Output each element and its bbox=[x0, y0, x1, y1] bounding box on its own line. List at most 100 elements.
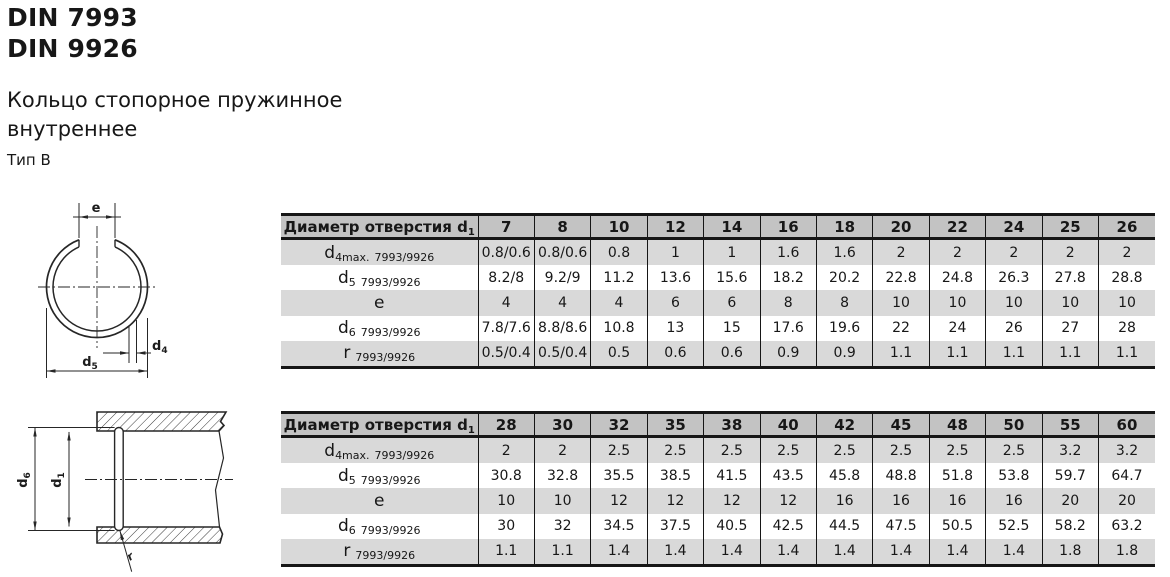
value-cell: 27 bbox=[1041, 315, 1099, 341]
diameter-column-header: 22 bbox=[928, 213, 986, 240]
value-cell: 2.5 bbox=[590, 436, 648, 464]
value-cell: 12 bbox=[759, 488, 817, 514]
value-cell: 48.8 bbox=[872, 463, 930, 489]
arrowhead bbox=[67, 431, 71, 441]
spec-table-upper: Диаметр отверстия d1 7 8 10 12 14 16 18 20 22 24 25… bbox=[281, 213, 1155, 369]
value-cell: 63.2 bbox=[1097, 513, 1155, 539]
diameter-column-header: 35 bbox=[646, 411, 704, 438]
value-cell: 30.8 bbox=[477, 463, 535, 489]
value-cell: 8.8/8.6 bbox=[533, 315, 591, 341]
diameter-column-header: 40 bbox=[759, 411, 817, 438]
value-cell: 45.8 bbox=[815, 463, 873, 489]
value-cell: 1.6 bbox=[815, 238, 873, 266]
value-cell: 58.2 bbox=[1041, 513, 1099, 539]
diameter-column-header: 7 bbox=[477, 213, 535, 240]
ring-groove-section bbox=[113, 426, 124, 532]
table-row: r 7993/9926 0.5/0.4 0.5/0.4 0.5 0.6 0.6 0.9 0.9 1… bbox=[281, 340, 1155, 369]
value-cell: 0.6 bbox=[646, 340, 704, 369]
arrowhead bbox=[106, 215, 115, 219]
diameter-column-header: 12 bbox=[646, 213, 704, 240]
value-cell: 28.8 bbox=[1097, 265, 1155, 291]
value-cell: 1.1 bbox=[872, 340, 930, 369]
value-cell: 22 bbox=[872, 315, 930, 341]
value-cell: 0.9 bbox=[815, 340, 873, 369]
value-cell: 2 bbox=[477, 436, 535, 464]
value-cell: 13 bbox=[646, 315, 704, 341]
value-cell: 1.8 bbox=[1041, 538, 1099, 567]
diameter-column-header: 10 bbox=[590, 213, 648, 240]
product-name: Кольцо стопорное пружинное внутреннее bbox=[7, 86, 342, 144]
value-cell: 10 bbox=[928, 290, 986, 316]
value-cell: 1.4 bbox=[815, 538, 873, 567]
arrowhead bbox=[120, 531, 125, 541]
arrowhead bbox=[46, 369, 56, 373]
row-label-cell: e bbox=[281, 290, 478, 316]
value-cell: 3.2 bbox=[1097, 436, 1155, 464]
din-number-2: DIN 9926 bbox=[7, 34, 138, 63]
value-cell: 32 bbox=[533, 513, 591, 539]
value-cell: 50.5 bbox=[928, 513, 986, 539]
value-cell: 1.4 bbox=[928, 538, 986, 567]
row-label-cell: d4max. 7993/9926 bbox=[281, 238, 478, 266]
value-cell: 4 bbox=[533, 290, 591, 316]
product-name-line2: внутреннее bbox=[7, 117, 138, 141]
row-label-cell: d6 7993/9926 bbox=[281, 513, 478, 539]
d4-extension-lines bbox=[128, 320, 137, 363]
table-header-row: Диаметр отверстия d1 7 8 10 12 14 16 18 20 22 24 25… bbox=[281, 213, 1155, 240]
value-cell: 12 bbox=[590, 488, 648, 514]
value-cell: 16 bbox=[928, 488, 986, 514]
diameter-column-header: 50 bbox=[985, 411, 1043, 438]
row-label-cell: r 7993/9926 bbox=[281, 340, 478, 369]
diameter-column-header: 26 bbox=[1097, 213, 1155, 240]
diameter-column-header: 30 bbox=[533, 411, 591, 438]
value-cell: 19.6 bbox=[815, 315, 873, 341]
value-cell: 44.5 bbox=[815, 513, 873, 539]
value-cell: 41.5 bbox=[703, 463, 761, 489]
value-cell: 7.8/7.6 bbox=[477, 315, 535, 341]
diameter-column-header: 42 bbox=[815, 411, 873, 438]
arrowhead bbox=[136, 351, 146, 355]
arrowhead bbox=[138, 369, 148, 373]
value-cell: 8.2/8 bbox=[477, 265, 535, 291]
value-cell: 27.8 bbox=[1041, 265, 1099, 291]
value-cell: 30 bbox=[477, 513, 535, 539]
diameter-column-header: 32 bbox=[590, 411, 648, 438]
value-cell: 3.2 bbox=[1041, 436, 1099, 464]
table-row: e 10 10 12 12 12 12 16 16 16 16 20 20 bbox=[281, 488, 1155, 514]
value-cell: 9.2/9 bbox=[533, 265, 591, 291]
value-cell: 38.5 bbox=[646, 463, 704, 489]
type-label: Тип B bbox=[7, 151, 51, 169]
value-cell: 26.3 bbox=[985, 265, 1043, 291]
value-cell: 20 bbox=[1097, 488, 1155, 514]
value-cell: 0.5/0.4 bbox=[477, 340, 535, 369]
value-cell: 1.4 bbox=[872, 538, 930, 567]
value-cell: 1.4 bbox=[590, 538, 648, 567]
din-number-1: DIN 7993 bbox=[7, 3, 138, 32]
d5-extension-lines bbox=[46, 308, 148, 378]
value-cell: 22.8 bbox=[872, 265, 930, 291]
value-cell: 10 bbox=[533, 488, 591, 514]
table-row: r 7993/9926 1.1 1.1 1.4 1.4 1.4 1.4 1.4 1.4 1.4 1.4… bbox=[281, 538, 1155, 567]
break-line bbox=[214, 430, 225, 528]
value-cell: 24.8 bbox=[928, 265, 986, 291]
row-label-cell: e bbox=[281, 488, 478, 514]
diameter-column-header: 18 bbox=[815, 213, 873, 240]
arrowhead bbox=[33, 427, 37, 437]
value-cell: 2 bbox=[1097, 238, 1155, 266]
value-cell: 1.1 bbox=[1041, 340, 1099, 369]
table-row: d6 7993/9926 30 32 34.5 37.5 40.5 42.5 44.5 47.5 5… bbox=[281, 513, 1155, 539]
table-row: e 4 4 4 6 6 8 8 10 10 10 10 10 bbox=[281, 290, 1155, 316]
value-cell: 1.4 bbox=[646, 538, 704, 567]
value-cell: 0.9 bbox=[759, 340, 817, 369]
value-cell: 15.6 bbox=[703, 265, 761, 291]
value-cell: 52.5 bbox=[985, 513, 1043, 539]
value-cell: 10.8 bbox=[590, 315, 648, 341]
e-extension-lines bbox=[78, 203, 116, 238]
value-cell: 20.2 bbox=[815, 265, 873, 291]
value-cell: 6 bbox=[646, 290, 704, 316]
diameter-column-header: 28 bbox=[477, 411, 535, 438]
dim-label-d4: d4 bbox=[152, 339, 168, 356]
value-cell: 1.1 bbox=[928, 340, 986, 369]
arrowhead bbox=[67, 517, 71, 527]
